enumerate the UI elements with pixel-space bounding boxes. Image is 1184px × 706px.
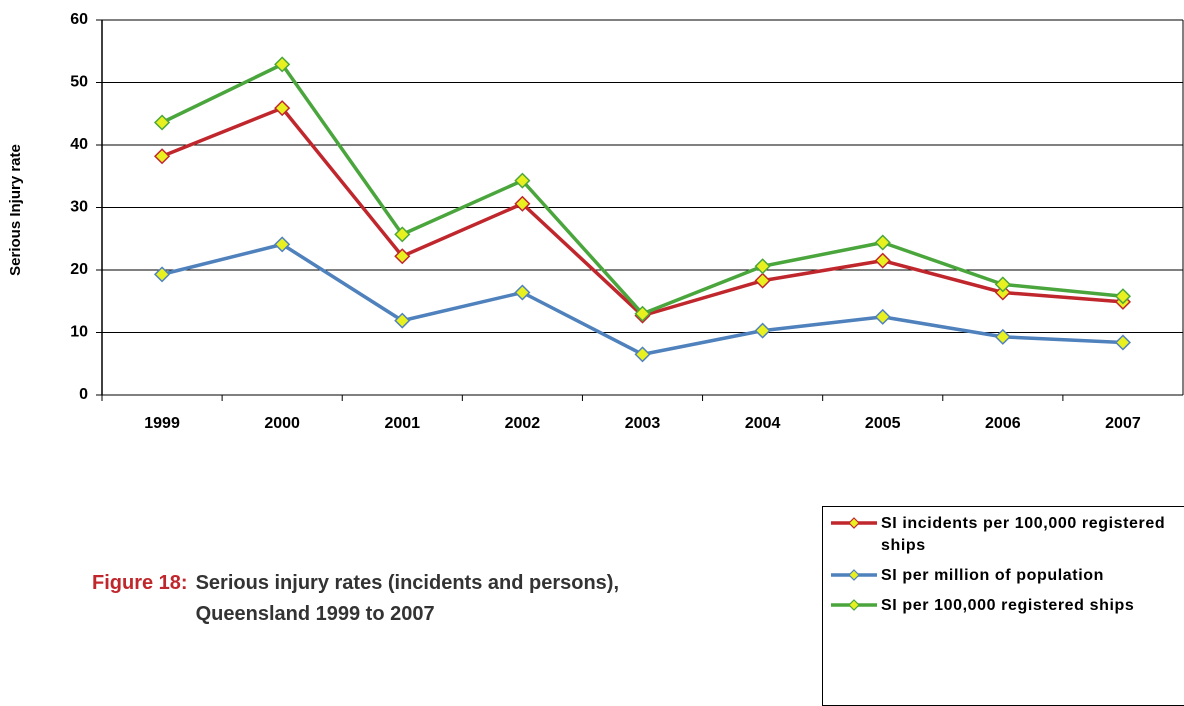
y-tick-label: 60 xyxy=(70,11,88,28)
y-tick-label: 40 xyxy=(70,136,88,153)
legend-label: SI per 100,000 registered ships xyxy=(881,597,1135,614)
data-marker xyxy=(153,148,171,165)
data-marker xyxy=(514,284,531,301)
legend-entry: SI per 100,000 registered ships xyxy=(831,595,1184,617)
data-marker xyxy=(153,266,171,283)
legend-entry: SI per million of population xyxy=(831,565,1184,587)
data-marker xyxy=(394,226,411,243)
data-marker xyxy=(874,252,891,269)
figure-label: Figure 18: xyxy=(92,572,188,594)
data-marker xyxy=(153,114,171,131)
x-tick-label: 2006 xyxy=(985,415,1021,432)
y-axis-label: Serious Injury rate xyxy=(7,144,24,276)
data-marker xyxy=(274,100,291,117)
figure-caption: Figure 18: Serious injury rates (incident… xyxy=(92,568,692,630)
data-marker xyxy=(274,236,291,253)
data-marker xyxy=(394,248,411,265)
series-line xyxy=(161,62,1124,316)
x-tick-label: 2007 xyxy=(1105,415,1141,432)
data-marker xyxy=(514,172,531,189)
data-marker xyxy=(634,305,651,322)
series-line xyxy=(161,242,1124,357)
legend: SI incidents per 100,000 registered ship… xyxy=(822,506,1184,706)
x-tick-label: 2002 xyxy=(505,415,541,432)
y-tick-label: 30 xyxy=(70,199,88,216)
legend-label: SI incidents per 100,000 registered ship… xyxy=(881,515,1166,554)
legend-label: SI per million of population xyxy=(881,567,1105,584)
data-marker xyxy=(394,312,411,329)
data-marker xyxy=(994,276,1011,293)
y-tick-label: 10 xyxy=(70,324,88,341)
chart-title: Serious injury rates (incidents and pers… xyxy=(195,572,620,625)
data-marker xyxy=(994,328,1011,345)
data-marker xyxy=(754,272,771,289)
x-tick-label: 2004 xyxy=(745,415,781,432)
legend-marker xyxy=(848,599,860,611)
legend-marker xyxy=(848,517,860,529)
y-tick-label: 50 xyxy=(70,74,88,91)
y-tick-label: 0 xyxy=(79,386,88,403)
series-line xyxy=(161,106,1124,318)
data-marker xyxy=(634,346,651,363)
data-marker xyxy=(274,56,291,73)
chart: Serious Injury rate 0 10 20 30 40 50 60 1999 200… xyxy=(7,11,1184,432)
data-marker xyxy=(1114,288,1132,305)
data-marker xyxy=(874,234,891,251)
data-marker xyxy=(994,284,1011,301)
data-marker xyxy=(1114,334,1132,351)
x-tick-label: 2000 xyxy=(264,415,300,432)
data-marker xyxy=(754,322,771,339)
legend-swatch xyxy=(831,517,877,529)
x-tick-label: 2003 xyxy=(625,415,661,432)
x-tick-label: 1999 xyxy=(144,415,180,432)
data-marker xyxy=(514,195,531,212)
legend-swatch xyxy=(831,569,877,581)
x-tick-label: 2005 xyxy=(865,415,901,432)
legend-marker xyxy=(848,569,860,581)
y-tick-label: 20 xyxy=(70,261,88,278)
legend-entry: SI incidents per 100,000 registered ship… xyxy=(831,513,1184,557)
x-tick-label: 2001 xyxy=(384,415,420,432)
legend-swatch xyxy=(831,599,877,611)
data-marker xyxy=(874,308,891,325)
data-marker xyxy=(754,258,771,275)
